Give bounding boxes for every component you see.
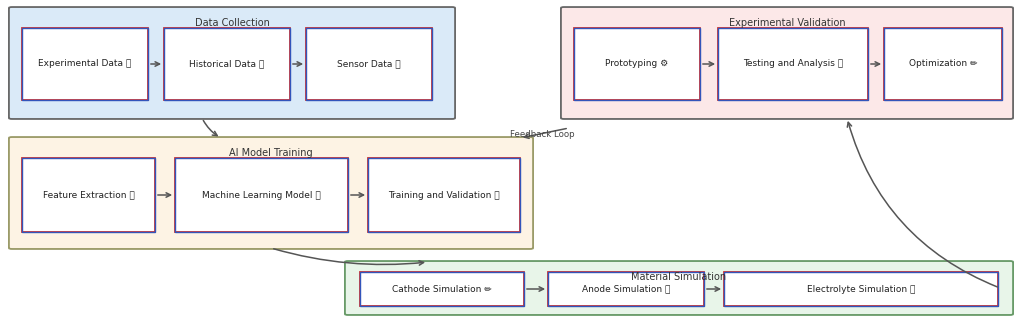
Text: Experimental Data 📊: Experimental Data 📊: [38, 60, 132, 69]
FancyBboxPatch shape: [574, 28, 700, 100]
FancyBboxPatch shape: [561, 7, 1013, 119]
FancyBboxPatch shape: [368, 158, 520, 232]
FancyBboxPatch shape: [175, 158, 348, 232]
Text: Optimization ✏️: Optimization ✏️: [908, 60, 977, 69]
Text: Anode Simulation 🔋: Anode Simulation 🔋: [582, 285, 670, 293]
FancyBboxPatch shape: [548, 272, 705, 306]
Text: Training and Validation ✅: Training and Validation ✅: [388, 191, 500, 200]
FancyBboxPatch shape: [345, 261, 1013, 315]
FancyBboxPatch shape: [884, 28, 1002, 100]
Text: Sensor Data 📡: Sensor Data 📡: [337, 60, 400, 69]
Text: Cathode Simulation ✏️: Cathode Simulation ✏️: [392, 285, 492, 293]
FancyBboxPatch shape: [9, 7, 455, 119]
Text: Material Simulation: Material Simulation: [632, 272, 727, 282]
FancyBboxPatch shape: [724, 272, 998, 306]
FancyBboxPatch shape: [164, 28, 290, 100]
Text: Data Collection: Data Collection: [195, 18, 269, 28]
Text: Electrolyte Simulation 🐧: Electrolyte Simulation 🐧: [807, 285, 915, 293]
Text: Prototyping ⚙️: Prototyping ⚙️: [605, 60, 669, 69]
Text: Feature Extraction 💻: Feature Extraction 💻: [43, 191, 134, 200]
FancyBboxPatch shape: [22, 158, 155, 232]
Text: AI Model Training: AI Model Training: [229, 148, 312, 158]
Text: Experimental Validation: Experimental Validation: [729, 18, 846, 28]
Text: Testing and Analysis 🔺: Testing and Analysis 🔺: [743, 60, 843, 69]
Text: Machine Learning Model 🤖: Machine Learning Model 🤖: [202, 191, 321, 200]
FancyBboxPatch shape: [22, 28, 148, 100]
FancyBboxPatch shape: [718, 28, 868, 100]
FancyBboxPatch shape: [9, 137, 534, 249]
FancyBboxPatch shape: [360, 272, 524, 306]
Text: Feedback Loop: Feedback Loop: [510, 130, 574, 139]
Text: Historical Data 📝: Historical Data 📝: [189, 60, 264, 69]
FancyBboxPatch shape: [306, 28, 432, 100]
